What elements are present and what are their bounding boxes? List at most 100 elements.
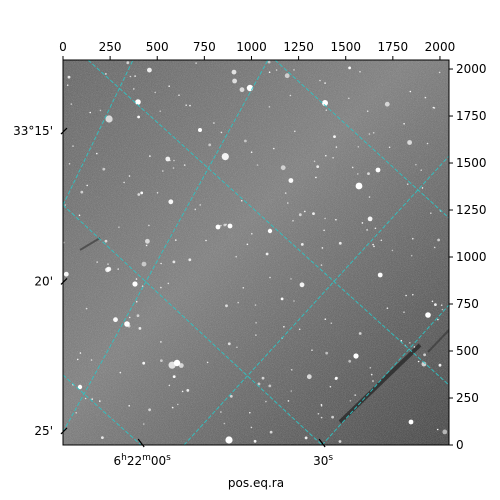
sky-image [63, 60, 449, 445]
star [63, 271, 69, 277]
star [304, 436, 308, 440]
star [244, 139, 247, 143]
star [324, 318, 327, 321]
star [66, 84, 69, 86]
star [273, 147, 275, 150]
star [437, 318, 439, 321]
star [391, 249, 394, 252]
star [349, 400, 352, 402]
ra-tick-label: 30s [313, 453, 333, 468]
bright-star [77, 384, 83, 390]
star [75, 412, 77, 414]
ra-axis: 6h22m00s 30s [113, 438, 333, 468]
dec-tick-label: 33°15' [13, 124, 53, 138]
star [294, 130, 296, 133]
bright-star [355, 182, 363, 190]
star [348, 359, 352, 363]
star [76, 358, 79, 361]
star [242, 287, 245, 289]
star [317, 413, 320, 415]
star [432, 106, 435, 109]
star [441, 308, 444, 311]
star [338, 440, 342, 443]
star [225, 304, 228, 308]
star [208, 143, 212, 147]
star [320, 264, 323, 266]
bright-star [173, 359, 181, 367]
star [199, 204, 201, 206]
star [141, 261, 147, 267]
star [136, 314, 140, 317]
star [167, 282, 170, 285]
star [104, 239, 108, 243]
star [320, 416, 323, 419]
star [105, 115, 113, 123]
star [280, 165, 286, 171]
star [160, 341, 162, 343]
star [172, 167, 175, 169]
star [96, 261, 98, 263]
star [269, 276, 271, 279]
star [70, 103, 73, 105]
star [178, 363, 184, 368]
star [195, 62, 197, 64]
star [372, 243, 374, 246]
star [306, 374, 312, 380]
star [329, 385, 332, 388]
dec-tick-mark [60, 278, 68, 285]
star [359, 71, 361, 73]
star [128, 175, 131, 177]
wcs-grid [63, 60, 449, 445]
star [145, 244, 148, 247]
star [126, 61, 130, 65]
star [160, 262, 162, 265]
star [335, 376, 338, 380]
star [173, 159, 175, 162]
star [138, 327, 142, 330]
star [366, 229, 368, 231]
dec-tick-label: 25' [34, 424, 53, 438]
star [107, 263, 109, 265]
star [298, 328, 301, 331]
star [442, 429, 448, 435]
star [96, 152, 98, 155]
star [255, 334, 257, 336]
wcs-grid-line [87, 60, 449, 386]
ra-tick-label: 6h22m00s [113, 453, 171, 468]
star [269, 430, 273, 434]
star [178, 94, 180, 96]
star [205, 239, 207, 242]
star [367, 172, 370, 176]
star [299, 282, 305, 288]
star [437, 238, 440, 242]
star [361, 222, 364, 224]
star [265, 400, 267, 403]
star [325, 351, 329, 355]
satellite-streak [338, 343, 422, 424]
star [172, 375, 176, 378]
star [246, 243, 249, 246]
star [171, 406, 174, 409]
star [194, 208, 197, 211]
star [134, 75, 136, 77]
star [118, 226, 120, 228]
star [289, 94, 292, 97]
star [420, 169, 423, 171]
bright-star [227, 223, 233, 229]
star [236, 346, 238, 349]
star [293, 300, 295, 302]
star [409, 90, 412, 93]
star [367, 216, 373, 222]
star [293, 69, 295, 71]
star [123, 181, 125, 184]
star [372, 380, 374, 382]
star [84, 397, 87, 400]
dec-axis: 33°15' 20' 25' [13, 124, 68, 438]
star [403, 311, 405, 314]
star [86, 184, 88, 187]
star [227, 342, 231, 346]
star [113, 317, 118, 323]
star [223, 223, 227, 227]
star-field [63, 60, 448, 444]
